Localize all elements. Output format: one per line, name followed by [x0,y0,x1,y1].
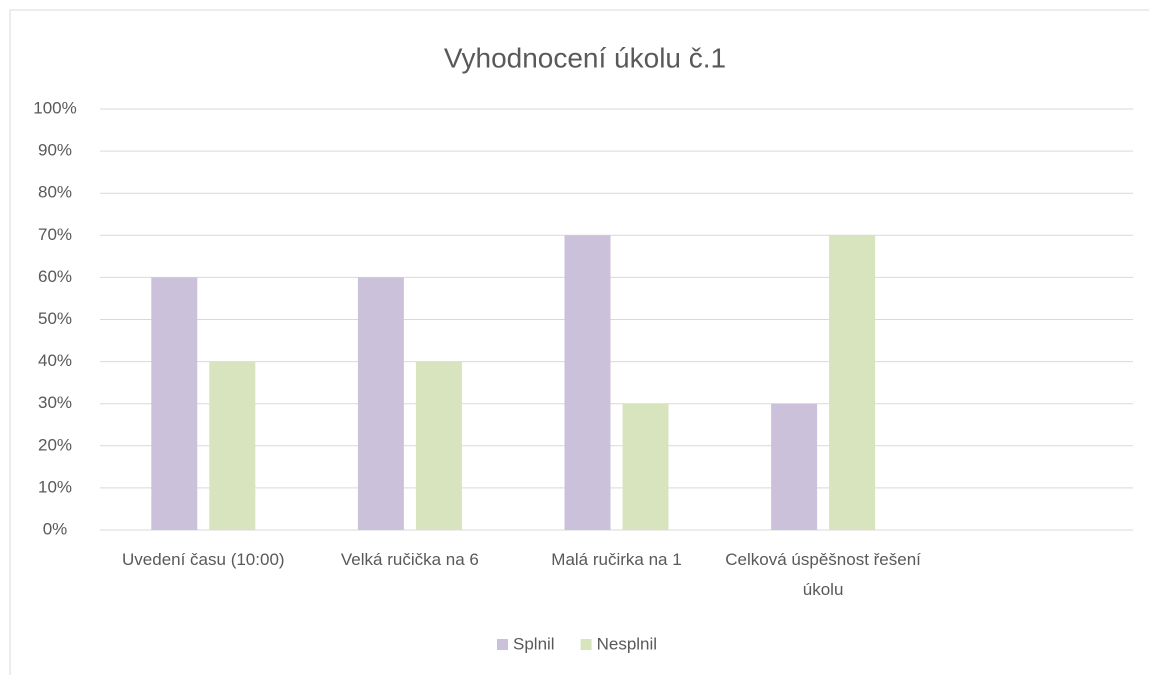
x-tick-label: Malá ručirka na 1 [551,550,682,569]
bar [622,403,669,530]
x-tick-label: Celková úspěšnost řešení úkolu [725,550,921,599]
bar [209,361,256,530]
legend-label: Splnil [513,634,555,653]
x-tick-label-box [926,545,1133,615]
legend-swatch [580,639,592,650]
x-tick-label: Uvedení času (10:00) [122,550,285,569]
x-tick-label-box: Velká ručička na 6 [340,550,479,569]
x-tick-label-box: Celková úspěšnost řešení úkolu [725,550,921,599]
legend-swatch [497,639,508,650]
y-tick-label: 10% [38,477,72,496]
y-tick-label: 70% [38,225,72,244]
bar [151,277,198,530]
y-tick-label: 40% [38,351,72,370]
x-tick-label-box: Uvedení času (10:00) [122,550,285,569]
y-tick-label: 50% [38,309,72,328]
legend-label: Nesplnil [597,634,657,653]
bar [357,277,404,530]
y-tick-label: 90% [38,141,72,160]
x-tick-label-box: Malá ručirka na 1 [551,550,682,569]
y-tick-label: 60% [38,267,72,286]
y-tick-label: 100% [33,98,76,117]
y-tick-label: 0% [43,519,68,538]
y-tick-label: 20% [38,435,72,454]
bar [564,235,611,531]
y-tick-label: 80% [38,183,72,202]
y-tick-label: 30% [38,393,72,412]
chart-title: Vyhodnocení úkolu č.1 [444,42,726,73]
bar [415,361,462,530]
bar [771,403,818,530]
x-tick-label: Velká ručička na 6 [340,550,479,569]
bar [829,235,876,531]
